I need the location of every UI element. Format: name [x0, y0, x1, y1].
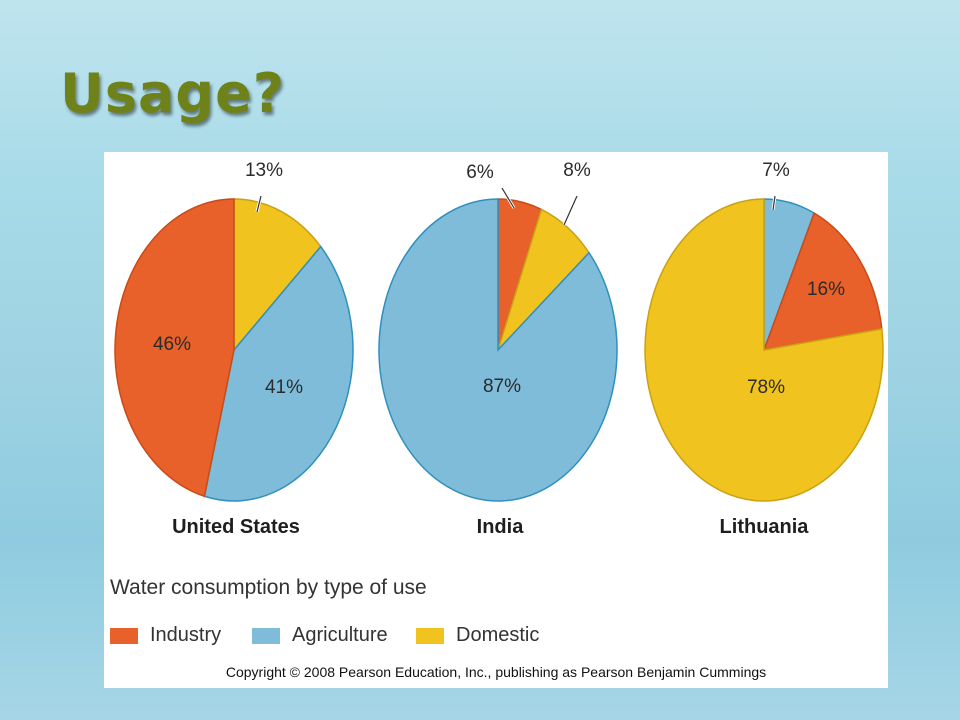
data-label-domestic: 78% — [747, 377, 785, 398]
chart-figure: 46% 41% 13% United States 6% 87% 8% India 16% 7% 7… — [104, 152, 888, 688]
pie-charts: 46% 41% 13% United States 6% 87% 8% India 16% 7% 7… — [114, 160, 884, 538]
copyright-notice: Copyright © 2008 Pearson Education, Inc.… — [225, 664, 767, 680]
legend-label-domestic: Domestic — [456, 624, 540, 646]
legend-title: Water consumption by type of use — [110, 576, 427, 599]
data-label-domestic: 13% — [245, 160, 283, 181]
legend-swatch-agriculture — [252, 627, 280, 644]
pie-india: 6% 87% 8% India — [378, 160, 618, 538]
pie-slice-domestic — [233, 198, 322, 353]
data-label-agriculture: 7% — [762, 160, 790, 181]
leader-line — [256, 195, 262, 213]
legend-item-agriculture: Agriculture — [252, 624, 388, 647]
data-label-agriculture: 41% — [265, 377, 303, 398]
leader-line — [501, 187, 515, 209]
legend-swatch-industry — [110, 627, 138, 644]
pie-slice-agriculture — [203, 245, 354, 502]
pie-united-states: 46% 41% 13% United States — [114, 160, 354, 538]
data-label-industry: 46% — [153, 334, 191, 355]
data-label-domestic: 8% — [563, 160, 591, 181]
pie-lithuania: 16% 7% 78% Lithuania — [644, 160, 884, 538]
pie-slice-industry — [762, 211, 883, 351]
data-label-industry: 16% — [807, 279, 845, 300]
legend-label-industry: Industry — [150, 624, 222, 646]
pie-slice-industry — [114, 198, 235, 498]
legend-swatch-domestic — [416, 627, 444, 644]
pie-title: Lithuania — [720, 516, 810, 538]
pie-slice-domestic — [644, 198, 884, 502]
pie-title: India — [477, 516, 525, 538]
data-label-industry: 6% — [466, 162, 494, 183]
leader-line — [563, 195, 578, 226]
data-label-agriculture: 87% — [483, 376, 521, 397]
slide-title: Usage? — [60, 62, 286, 125]
pie-title: United States — [172, 516, 300, 538]
legend-item-industry: Industry — [110, 624, 221, 647]
leader-line — [772, 195, 776, 211]
legend-label-agriculture: Agriculture — [292, 624, 388, 646]
pie-slice-agriculture — [378, 198, 618, 502]
legend-item-domestic: Domestic — [416, 624, 539, 647]
